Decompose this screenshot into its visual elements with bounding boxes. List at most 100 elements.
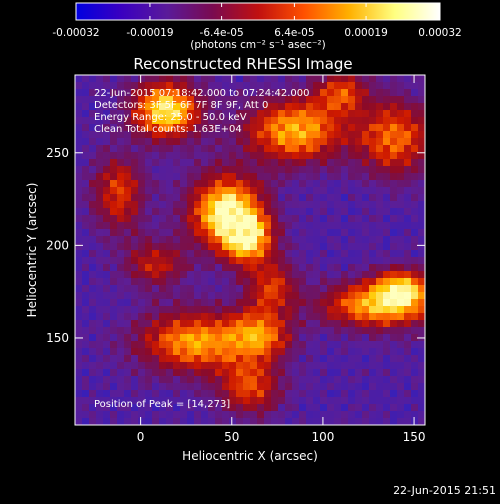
heatmap-cell [390,138,398,146]
heatmap-cell [355,390,363,398]
heatmap-cell [166,362,174,370]
heatmap-cell [313,117,321,125]
heatmap-cell [75,383,83,391]
heatmap-cell [124,383,132,391]
heatmap-cell [194,264,202,272]
heatmap-cell [138,131,146,139]
heatmap-cell [271,271,279,279]
heatmap-cell [299,89,307,97]
colorbar-tick-label: 0.00019 [344,27,387,39]
heatmap-cell [159,82,167,90]
heatmap-cell [390,348,398,356]
heatmap-cell [138,390,146,398]
heatmap-cell [306,299,314,307]
heatmap-cell [257,390,265,398]
heatmap-cell [306,320,314,328]
heatmap-cell [355,362,363,370]
heatmap-cell [215,243,223,251]
heatmap-cell [285,229,293,237]
heatmap-cell [271,355,279,363]
heatmap-cell [250,390,258,398]
heatmap-cell [215,327,223,335]
heatmap-cell [201,236,209,244]
heatmap-cell [236,404,244,412]
heatmap-cell [369,222,377,230]
heatmap-cell [96,327,104,335]
heatmap-cell [292,383,300,391]
heatmap-cell [418,320,426,328]
heatmap-cell [82,131,90,139]
heatmap-cell [271,327,279,335]
heatmap-cell [348,271,356,279]
heatmap-cell [208,117,216,125]
heatmap-cell [166,173,174,181]
heatmap-cell [292,320,300,328]
heatmap-cell [82,334,90,342]
heatmap-cell [180,180,188,188]
x-tick-label: 0 [137,430,145,444]
heatmap-cell [75,215,83,223]
heatmap-cell [306,236,314,244]
heatmap-cell [187,271,195,279]
heatmap-cell [117,124,125,132]
heatmap-cell [341,334,349,342]
heatmap-cell [82,397,90,405]
heatmap-cell [236,180,244,188]
heatmap-cell [152,250,160,258]
heatmap-cell [383,404,391,412]
heatmap-cell [334,271,342,279]
heatmap-cell [138,313,146,321]
heatmap-cell [278,96,286,104]
heatmap-cell [124,334,132,342]
heatmap-cell [82,194,90,202]
heatmap-cell [327,75,335,83]
heatmap-cell [173,404,181,412]
heatmap-cell [271,299,279,307]
heatmap-cell [250,152,258,160]
heatmap-cell [75,89,83,97]
heatmap-cell [292,187,300,195]
heatmap-cell [278,166,286,174]
heatmap-cell [299,404,307,412]
heatmap-cell [390,103,398,111]
heatmap-cell [257,215,265,223]
heatmap-cell [341,145,349,153]
heatmap-cell [215,96,223,104]
heatmap-cell [138,173,146,181]
heatmap-cell [201,194,209,202]
heatmap-cell [131,124,139,132]
heatmap-cell [390,145,398,153]
heatmap-cell [362,138,370,146]
heatmap-cell [89,194,97,202]
heatmap-cell [341,222,349,230]
heatmap-cell [229,334,237,342]
heatmap-cell [201,166,209,174]
heatmap-cell [152,278,160,286]
heatmap-cell [327,131,335,139]
heatmap-cell [320,404,328,412]
heatmap-cell [145,103,153,111]
heatmap-cell [96,376,104,384]
heatmap-cell [201,180,209,188]
heatmap-cell [152,208,160,216]
heatmap-cell [397,103,405,111]
heatmap-cell [271,152,279,160]
heatmap-cell [341,201,349,209]
heatmap-cell [292,124,300,132]
heatmap-cell [306,117,314,125]
heatmap-cell [250,383,258,391]
heatmap-cell [131,82,139,90]
heatmap-cell [250,124,258,132]
heatmap-cell [173,159,181,167]
heatmap-cell [166,243,174,251]
heatmap-cell [124,292,132,300]
heatmap-cell [292,82,300,90]
heatmap-cell [159,250,167,258]
heatmap-cell [103,271,111,279]
heatmap-cell [201,159,209,167]
heatmap-cell [278,299,286,307]
y-tick-label: 150 [46,331,69,345]
heatmap-cell [131,75,139,83]
heatmap-cell [194,383,202,391]
heatmap-cell [306,96,314,104]
